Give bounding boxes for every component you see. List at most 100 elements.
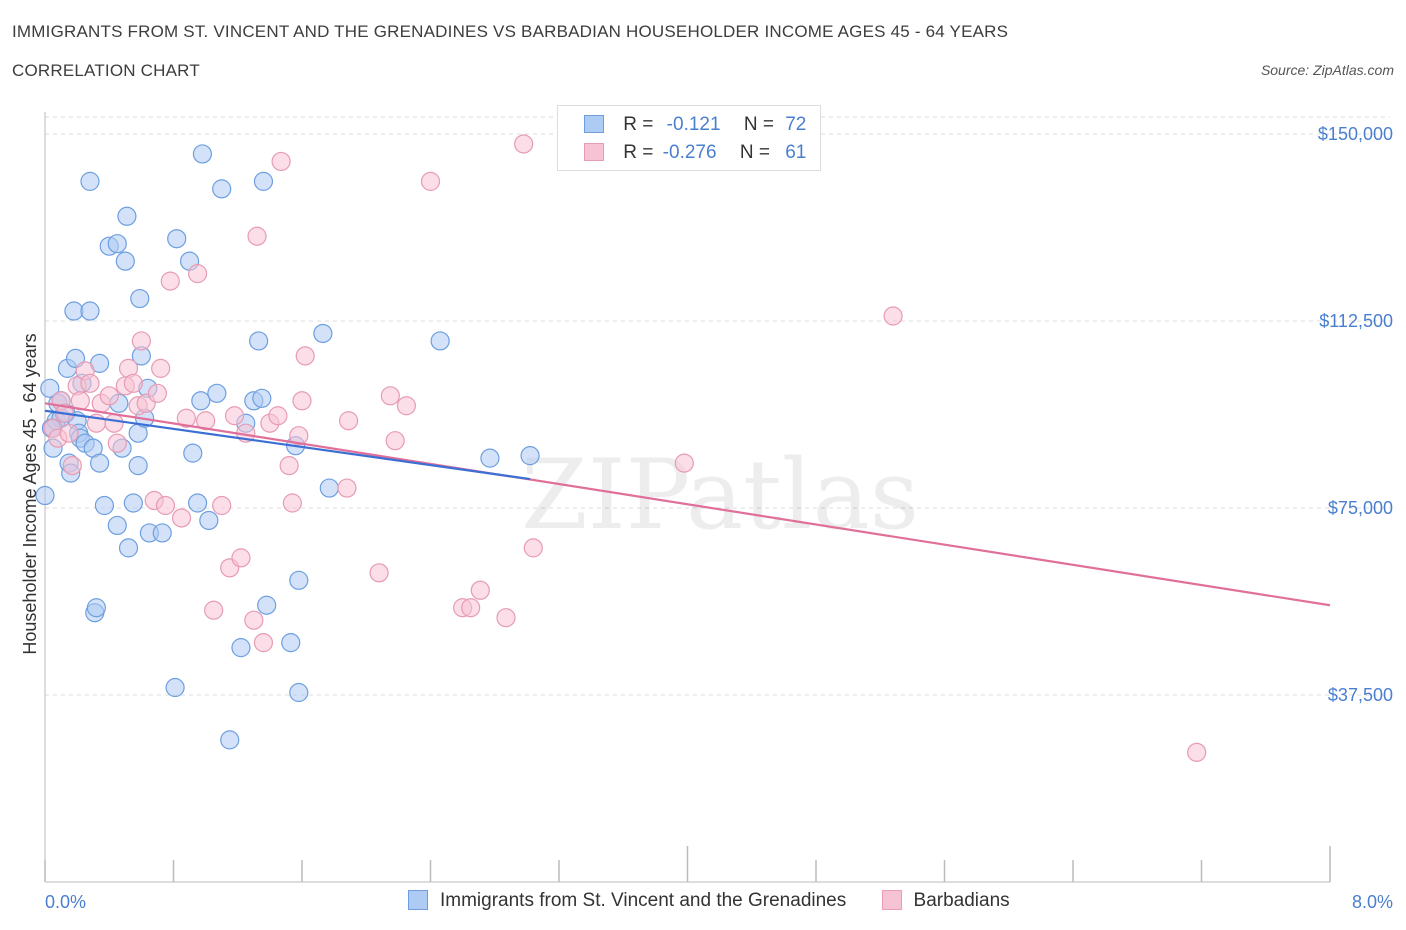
data-point — [313, 323, 333, 344]
data-point — [147, 383, 168, 403]
data-point — [80, 301, 100, 321]
x-tick-label: 0.0% — [45, 892, 86, 912]
data-point — [337, 478, 357, 498]
data-point — [281, 633, 301, 653]
chart-subtitle: CORRELATION CHART — [12, 61, 200, 80]
data-point — [271, 151, 291, 172]
data-point — [380, 386, 400, 406]
data-point — [86, 598, 107, 618]
data-point — [199, 510, 219, 531]
data-point — [80, 171, 100, 191]
data-point — [152, 523, 172, 543]
data-point — [420, 171, 441, 191]
data-point — [64, 301, 84, 321]
trend-lines — [44, 402, 1331, 607]
legend-r-label: R = — [623, 142, 654, 163]
legend-r-value: -0.276 — [662, 142, 717, 163]
data-point — [115, 251, 135, 271]
data-point — [338, 411, 359, 431]
data-point — [430, 331, 450, 351]
trendline-barbadians — [44, 402, 1331, 607]
data-point — [249, 331, 269, 351]
legend-n-value: 72 — [785, 114, 807, 135]
correlation-legend: R = -0.121 N = 72 R = -0.276 N = 61 — [557, 105, 821, 171]
data-point — [62, 456, 82, 476]
data-point — [130, 288, 150, 309]
source-label: Source: ZipAtlas.com — [1260, 62, 1394, 78]
x-tick-label: 8.0% — [1352, 892, 1393, 912]
data-point — [231, 548, 251, 568]
data-point — [224, 406, 245, 426]
data-point — [107, 433, 127, 453]
data-point — [123, 373, 143, 393]
data-point — [523, 538, 543, 558]
data-point — [212, 179, 232, 199]
y-tick-label: $150,000 — [1318, 124, 1393, 144]
data-point — [396, 396, 417, 416]
data-point — [883, 306, 903, 326]
data-point — [220, 730, 240, 750]
legend-swatch-pink — [881, 890, 902, 910]
legend-row-immigrants: R = -0.121 N = 72 — [584, 114, 806, 136]
data-point — [99, 386, 119, 406]
data-point — [165, 677, 185, 698]
data-point — [253, 633, 274, 653]
legend-swatch-pink — [584, 143, 604, 161]
data-point — [461, 598, 481, 618]
data-point — [253, 171, 274, 191]
data-point — [187, 493, 208, 513]
chart-title: IMMIGRANTS FROM ST. VINCENT AND THE GREN… — [12, 22, 1009, 41]
data-point — [192, 144, 213, 164]
legend-r-value: -0.121 — [666, 114, 721, 135]
data-point — [40, 378, 60, 398]
legend-label-barbadians: Barbadians — [913, 890, 1010, 911]
data-point — [289, 570, 309, 590]
data-point — [167, 229, 187, 249]
y-axis-label: Householder Income Ages 45 - 64 years — [20, 333, 40, 654]
data-point — [514, 134, 534, 154]
data-point — [268, 406, 288, 426]
data-point — [187, 264, 208, 284]
data-point — [1187, 742, 1207, 762]
data-point — [80, 373, 100, 393]
data-point — [244, 610, 264, 630]
data-point — [118, 538, 139, 558]
data-point — [131, 331, 151, 351]
data-point — [191, 391, 211, 411]
data-point — [128, 456, 148, 476]
data-point — [151, 358, 171, 378]
y-tick-label: $37,500 — [1328, 685, 1393, 705]
data-point — [107, 515, 127, 536]
watermark: ZIPatlas — [521, 439, 919, 551]
tick-labels: $37,500 $75,000 $112,500 $150,000 0.0% 8.0% — [45, 124, 1393, 912]
data-point — [319, 478, 339, 498]
data-point — [104, 413, 124, 433]
data-point — [292, 391, 312, 411]
legend-swatch-blue — [584, 115, 604, 133]
data-point — [171, 508, 192, 528]
data-point — [117, 206, 137, 226]
trendline-immigrants — [44, 409, 531, 481]
y-tick-label: $75,000 — [1328, 498, 1393, 518]
data-point — [674, 453, 694, 473]
data-point — [289, 426, 309, 446]
data-point — [496, 608, 516, 628]
data-point — [107, 234, 127, 254]
legend-n-label: N = — [739, 142, 770, 163]
legend-label-immigrants: Immigrants from St. Vincent and the Gren… — [440, 890, 847, 911]
data-point — [160, 271, 180, 291]
data-point — [520, 446, 540, 466]
data-point — [176, 408, 196, 428]
legend-n-label: N = — [743, 114, 774, 135]
legend-item-immigrants: Immigrants from St. Vincent and the Gren… — [408, 890, 846, 912]
legend-row-barbadians: R = -0.276 N = 61 — [584, 142, 806, 164]
data-point — [231, 638, 251, 658]
data-point — [90, 453, 110, 473]
data-point — [196, 411, 216, 431]
data-point — [123, 493, 143, 513]
legend-item-barbadians: Barbadians — [881, 890, 1010, 912]
data-point — [155, 495, 176, 516]
data-point — [204, 600, 224, 620]
series-legend: Immigrants from St. Vincent and the Gren… — [408, 890, 1040, 912]
